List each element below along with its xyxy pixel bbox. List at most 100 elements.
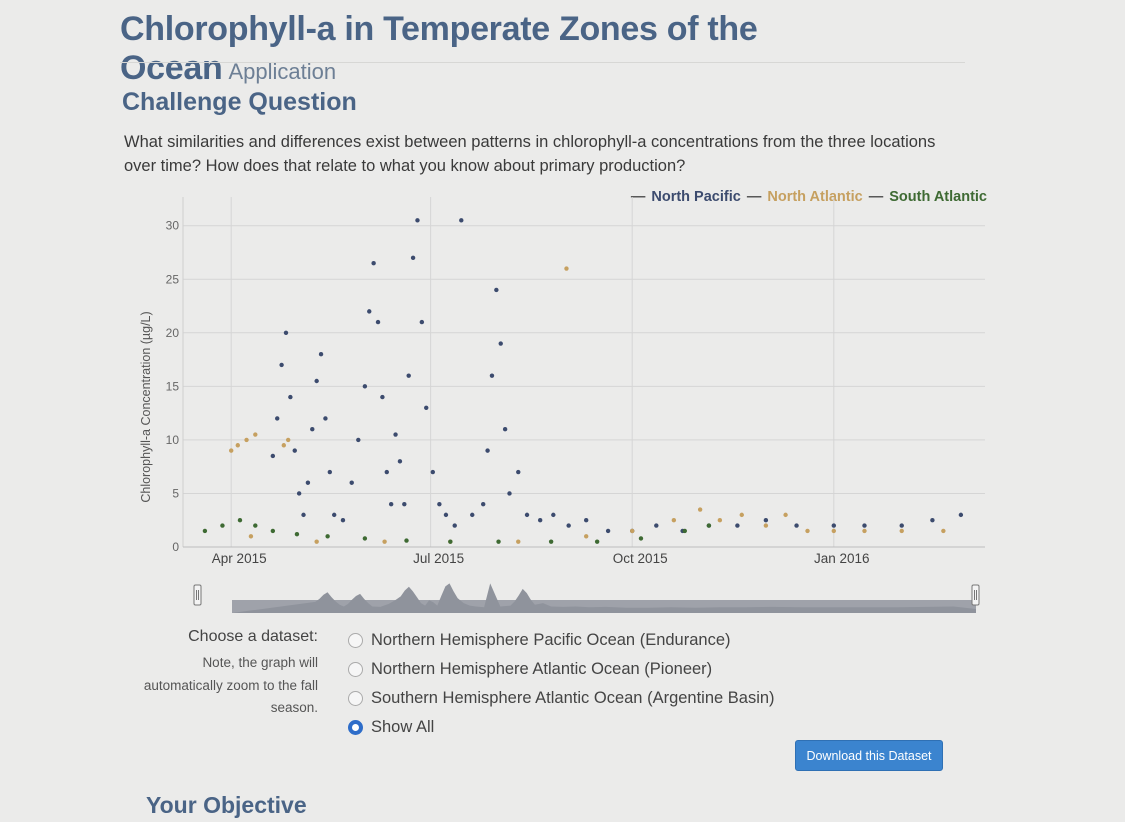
dataset-option-argentine-basin[interactable]: Southern Hemisphere Atlantic Ocean (Arge… (348, 684, 775, 713)
data-point (244, 437, 249, 443)
data-point (783, 512, 788, 518)
data-point (419, 319, 425, 325)
radio-label-show-all[interactable]: Show All (371, 718, 435, 736)
radio-label-atlantic[interactable]: Northern Hemisphere Atlantic Ocean (Pion… (371, 660, 713, 678)
chart-legend: — North Pacific — North Atlantic — South… (629, 189, 987, 205)
data-point (253, 432, 258, 437)
data-point (406, 373, 411, 378)
data-point (958, 512, 964, 518)
data-point (310, 426, 315, 432)
data-point (485, 448, 490, 453)
data-point (388, 501, 394, 507)
data-point (516, 469, 521, 475)
data-point (717, 518, 723, 523)
data-point (382, 539, 387, 544)
data-point (594, 539, 600, 544)
data-point (706, 523, 712, 528)
data-point (481, 501, 486, 507)
radio-label-argentine-basin[interactable]: Southern Hemisphere Atlantic Ocean (Arge… (371, 689, 775, 707)
data-point (682, 528, 687, 534)
dataset-option-pacific[interactable]: Northern Hemisphere Pacific Ocean (Endur… (348, 626, 775, 655)
data-point (805, 528, 810, 534)
data-point (270, 528, 276, 534)
data-point (507, 491, 512, 496)
legend-north-atlantic[interactable]: North Atlantic (767, 189, 863, 205)
data-point (393, 432, 398, 437)
radio-atlantic[interactable] (348, 662, 363, 677)
x-axis: Apr 2015 Jul 2015 Oct 2015 Jan 2016 (212, 551, 870, 566)
data-point (930, 518, 935, 523)
data-point (281, 443, 286, 448)
data-point (327, 469, 333, 475)
data-point (380, 394, 385, 400)
right-range-handle[interactable] (971, 584, 980, 606)
data-point (941, 528, 946, 534)
y-axis-label: Chlorophyll-a Concentration (µg/L) (139, 311, 153, 502)
data-point (496, 539, 501, 544)
data-point (248, 534, 254, 539)
data-point (314, 378, 319, 384)
title-row: Chlorophyll-a in Temperate Zones of the … (120, 10, 965, 88)
y-tick-label: 5 (172, 486, 179, 500)
data-point (739, 512, 744, 518)
data-point (349, 480, 354, 485)
data-point (697, 507, 703, 512)
data-point (498, 341, 503, 346)
data-point (654, 523, 659, 528)
y-tick-label: 20 (166, 326, 180, 340)
chlorophyll-chart[interactable]: 0 5 10 15 20 25 30 Apr 2015 Jul 2015 Oct 2015 Jan… (120, 185, 1000, 625)
data-point (548, 539, 554, 544)
data-point (831, 528, 837, 534)
download-dataset-button[interactable]: Download this Dataset (795, 740, 943, 771)
data-point (583, 534, 589, 539)
page-title: Chlorophyll-a in Temperate Zones of the … (120, 10, 758, 87)
data-point (605, 528, 611, 534)
data-point (294, 531, 300, 537)
radio-label-pacific[interactable]: Northern Hemisphere Pacific Ocean (Endur… (371, 631, 731, 649)
radio-pacific[interactable] (348, 633, 363, 648)
data-point (292, 448, 297, 453)
x-tick-label: Apr 2015 (212, 551, 267, 566)
data-point (502, 426, 508, 432)
data-point (899, 523, 904, 528)
data-point (459, 218, 464, 223)
data-point (384, 469, 389, 475)
left-range-handle[interactable] (193, 584, 202, 606)
data-point (899, 528, 904, 534)
dataset-option-show-all[interactable]: Show All (348, 713, 775, 742)
x-tick-label: Oct 2015 (613, 551, 668, 566)
data-point (862, 528, 867, 534)
data-point (564, 266, 569, 271)
data-point (362, 384, 368, 389)
dataset-option-atlantic[interactable]: Northern Hemisphere Atlantic Ocean (Pion… (348, 655, 775, 684)
chart-grid (182, 197, 985, 548)
title-divider (120, 62, 965, 63)
range-navigator[interactable] (193, 583, 980, 613)
data-point (583, 518, 589, 523)
data-point (325, 534, 330, 539)
x-tick-label: Jan 2016 (814, 551, 870, 566)
data-point (220, 523, 225, 528)
radio-show-all[interactable] (348, 720, 363, 735)
data-point (288, 394, 293, 400)
data-point (367, 309, 372, 314)
data-point (331, 512, 337, 518)
dataset-radio-group: Northern Hemisphere Pacific Ocean (Endur… (348, 626, 775, 742)
data-point (763, 518, 769, 523)
radio-argentine-basin[interactable] (348, 691, 363, 706)
y-tick-label: 10 (166, 433, 180, 447)
data-point (362, 536, 368, 541)
data-point (253, 523, 258, 528)
data-point (314, 539, 319, 544)
data-point (516, 539, 521, 544)
data-point (323, 416, 328, 421)
data-point (638, 536, 644, 541)
y-tick-label: 30 (166, 219, 180, 233)
data-point (275, 416, 280, 421)
data-point (551, 512, 556, 518)
data-point (452, 523, 457, 528)
data-point (279, 362, 284, 368)
dataset-chooser-label: Choose a dataset: (188, 628, 318, 645)
legend-north-pacific[interactable]: North Pacific (651, 189, 741, 205)
legend-south-atlantic[interactable]: South Atlantic (889, 189, 987, 205)
